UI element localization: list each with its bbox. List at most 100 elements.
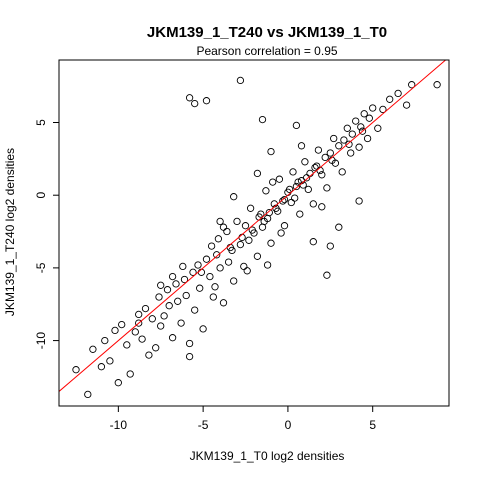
data-point: [240, 262, 248, 271]
data-point: [197, 268, 206, 276]
data-point: [172, 280, 180, 288]
data-point: [89, 345, 97, 353]
data-point: [287, 198, 295, 207]
data-point: [335, 142, 343, 150]
x-tick-label: -10: [110, 418, 128, 432]
data-point: [277, 229, 285, 237]
data-point: [216, 217, 224, 226]
data-point: [394, 89, 402, 98]
data-point: [189, 268, 197, 276]
data-point: [185, 339, 194, 348]
data-point: [230, 277, 238, 285]
chart-subtitle: Pearson correlation = 0.95: [196, 44, 337, 58]
data-point: [211, 283, 219, 291]
data-point: [135, 310, 143, 319]
data-point: [374, 124, 382, 132]
data-point: [280, 222, 289, 230]
x-axis-label: JKM139_1_T0 log2 densities: [190, 449, 345, 463]
data-point: [269, 178, 277, 186]
data-point: [168, 334, 177, 342]
data-point: [185, 352, 194, 361]
data-point: [335, 223, 343, 231]
data-point: [194, 261, 202, 269]
data-point: [323, 271, 331, 279]
data-point: [352, 117, 360, 125]
data-point: [145, 351, 153, 359]
data-point: [236, 76, 245, 85]
data-point: [321, 153, 329, 162]
data-point: [191, 306, 199, 314]
data-point: [347, 149, 355, 157]
data-point: [224, 258, 233, 266]
data-point: [326, 242, 334, 250]
data-point: [358, 127, 367, 135]
data-point: [223, 227, 231, 236]
data-point: [196, 284, 204, 292]
data-point: [245, 236, 253, 244]
data-point: [263, 261, 272, 269]
x-tick-label: 5: [369, 418, 376, 432]
data-point: [309, 238, 317, 246]
data-point: [206, 272, 214, 281]
data-point: [301, 158, 309, 166]
data-point: [219, 223, 228, 231]
data-point: [408, 81, 416, 89]
data-point: [275, 175, 284, 183]
data-point: [267, 239, 275, 247]
data-point: [292, 121, 301, 130]
data-point: [267, 147, 275, 156]
data-point: [402, 101, 411, 109]
data-point: [138, 335, 146, 343]
data-point: [209, 293, 217, 301]
data-point: [343, 124, 351, 132]
data-point: [292, 182, 301, 191]
y-tick-label: -10: [34, 332, 48, 350]
data-point: [291, 194, 299, 202]
y-tick-label: 5: [34, 119, 48, 126]
data-point: [340, 136, 348, 144]
data-point: [265, 208, 273, 217]
data-point: [238, 233, 246, 242]
data-point: [106, 357, 114, 365]
data-point: [157, 322, 165, 330]
data-point: [216, 264, 224, 272]
data-point: [302, 174, 311, 182]
data-point: [191, 99, 199, 108]
data-point: [213, 251, 221, 259]
data-point: [248, 226, 256, 234]
data-point: [214, 235, 223, 243]
data-point: [163, 286, 172, 294]
data-point: [101, 336, 109, 345]
data-point: [230, 193, 238, 201]
data-point: [262, 187, 270, 195]
data-point: [296, 210, 304, 218]
data-point: [355, 197, 363, 205]
data-point: [155, 293, 163, 301]
y-axis-label: JKM139_1_T240 log2 densities: [3, 148, 17, 316]
data-point: [84, 390, 92, 399]
data-point: [433, 81, 441, 89]
data-point: [126, 370, 134, 378]
fit-line: [59, 60, 447, 392]
data-point: [386, 95, 394, 103]
data-point: [345, 140, 353, 148]
data-point: [297, 142, 306, 150]
data-point: [202, 255, 211, 263]
data-point: [185, 94, 194, 102]
data-point: [369, 104, 377, 112]
data-point: [365, 114, 373, 122]
data-point: [180, 275, 189, 284]
data-point: [294, 178, 302, 186]
data-point: [241, 222, 250, 230]
data-point: [152, 344, 160, 352]
data-point: [330, 134, 338, 143]
data-point: [280, 195, 289, 204]
x-tick-label: -5: [198, 418, 209, 432]
points-layer: [72, 76, 441, 399]
data-point: [236, 240, 245, 249]
data-point: [111, 326, 119, 335]
data-point: [289, 168, 297, 176]
data-point: [202, 97, 211, 105]
data-point: [253, 169, 262, 178]
